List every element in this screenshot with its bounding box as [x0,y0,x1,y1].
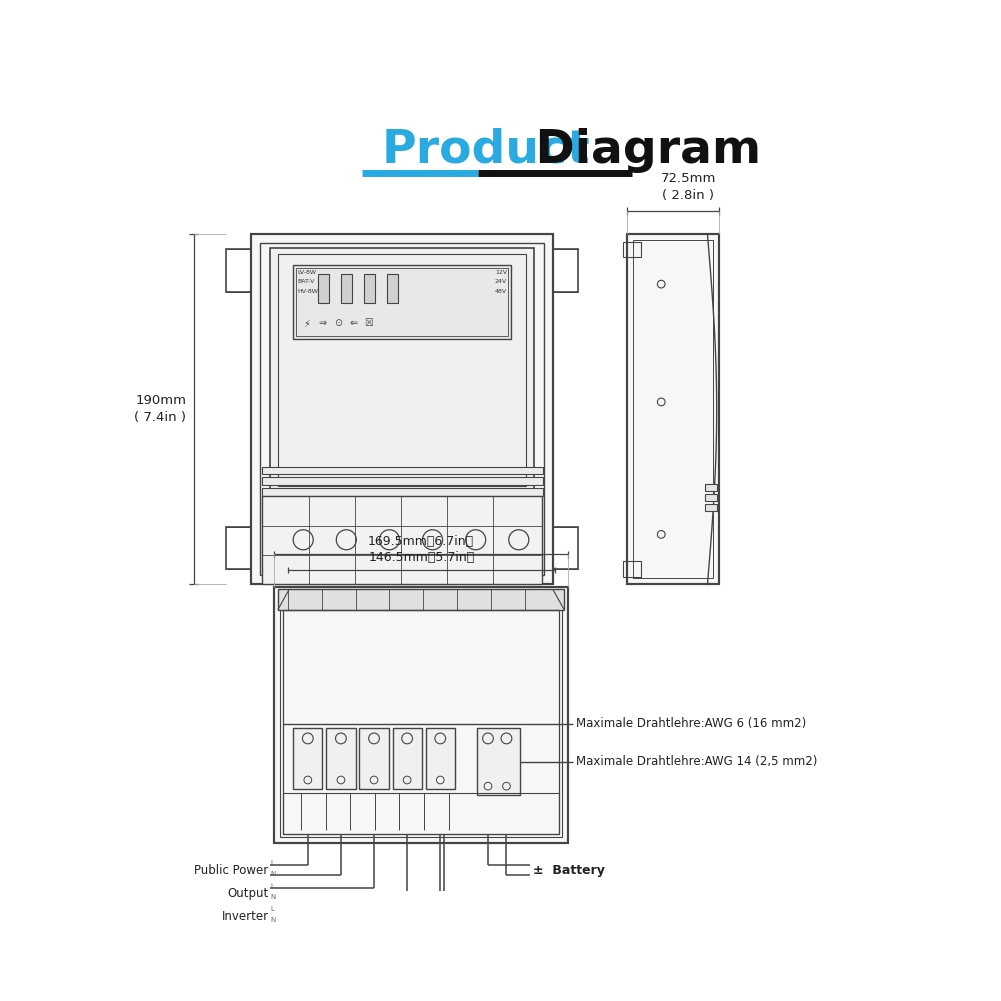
Text: 24V: 24V [494,279,508,284]
Text: Maximale Drahtlehre:AWG 6 (16 mm2): Maximale Drahtlehre:AWG 6 (16 mm2) [576,718,806,731]
Bar [280,593,562,837]
Bar [293,728,322,789]
Text: HV-8W: HV-8W [297,288,318,293]
Text: ⇒: ⇒ [318,318,326,328]
Bar [318,274,328,303]
Bar [554,249,579,292]
Text: ☒: ☒ [364,318,373,328]
Text: Maximale Drahtlehre:AWG 14 (2,5 mm2): Maximale Drahtlehre:AWG 14 (2,5 mm2) [576,755,817,768]
Bar [623,562,642,577]
Bar [425,728,454,789]
Bar [387,274,398,303]
Bar [261,466,543,474]
Text: 72.5mm
( 2.8in ): 72.5mm ( 2.8in ) [661,172,716,202]
Bar [359,728,388,789]
Bar [554,527,579,569]
Text: Inverter: Inverter [221,910,268,923]
Text: 190mm
( 7.4in ): 190mm ( 7.4in ) [134,394,186,424]
Bar [278,254,527,485]
Text: N: N [270,894,275,900]
Bar [364,274,374,303]
Text: Public Power: Public Power [194,864,268,877]
Bar [260,243,545,576]
Text: 48V: 48V [495,288,508,293]
Bar [293,265,512,338]
Bar [283,610,559,834]
Text: ⚡: ⚡ [303,318,310,328]
Bar [274,587,569,843]
Text: 169.5mm（6.7in）: 169.5mm（6.7in） [368,536,474,549]
Bar [296,268,508,335]
Text: Diagram: Diagram [519,128,761,172]
Bar [283,793,559,834]
Text: ±  Battery: ± Battery [534,864,606,877]
Bar [341,274,351,303]
Text: 12V: 12V [495,270,508,275]
Bar [705,493,718,502]
Text: ⇐: ⇐ [349,318,357,328]
Text: BAT-V: BAT-V [297,279,314,284]
Text: N: N [270,917,275,923]
Text: Output: Output [227,887,268,900]
Bar [226,249,251,292]
Text: ⊙: ⊙ [333,318,342,328]
Bar [623,242,642,257]
Bar [392,728,421,789]
Bar [627,234,719,585]
Text: L: L [270,883,274,889]
Bar [251,234,554,585]
Text: L: L [270,860,274,866]
Bar [226,527,251,569]
Text: LV-8W: LV-8W [297,270,316,275]
Bar [326,728,355,789]
Bar [705,483,718,491]
Bar [270,248,535,492]
Bar [261,477,543,485]
Bar [274,587,569,843]
Bar [262,495,542,585]
Text: Product: Product [381,128,591,172]
Bar [251,234,554,585]
Bar [705,504,718,512]
Bar [278,589,565,610]
Text: 146.5mm（5.7in）: 146.5mm（5.7in） [368,552,474,565]
Bar [633,240,713,579]
Bar [477,728,520,796]
Bar [261,488,543,495]
Text: L: L [270,906,274,912]
Text: N: N [270,871,275,877]
Bar [627,234,719,585]
